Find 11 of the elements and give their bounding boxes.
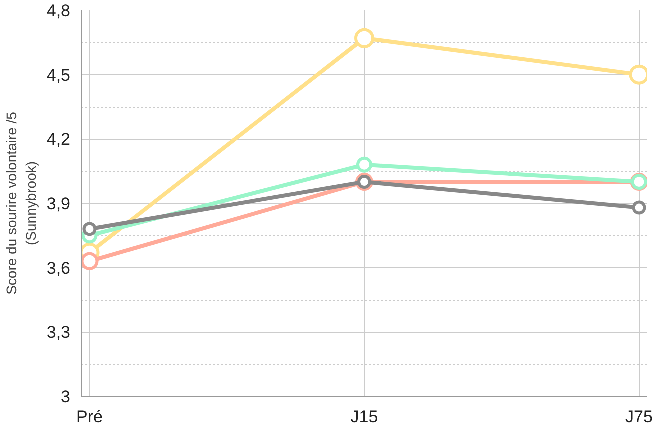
x-tick-label: J15 <box>350 408 378 426</box>
y-axis-title: Score du sourire volontaire /5 (Sunnybrook) <box>4 112 39 295</box>
y-tick-label: 4,8 <box>46 2 71 20</box>
y-tick-label: 3 <box>61 388 71 406</box>
y-tick-label: 3,3 <box>46 323 71 342</box>
x-tick-label: Pré <box>76 408 103 426</box>
x-tick-label: J75 <box>626 408 653 426</box>
y-tick-label: 3,6 <box>46 258 71 278</box>
y-tick-label: 4,5 <box>46 66 71 85</box>
y-tick-label: 4,2 <box>46 130 71 150</box>
y-tick-label: 3,9 <box>46 194 71 214</box>
